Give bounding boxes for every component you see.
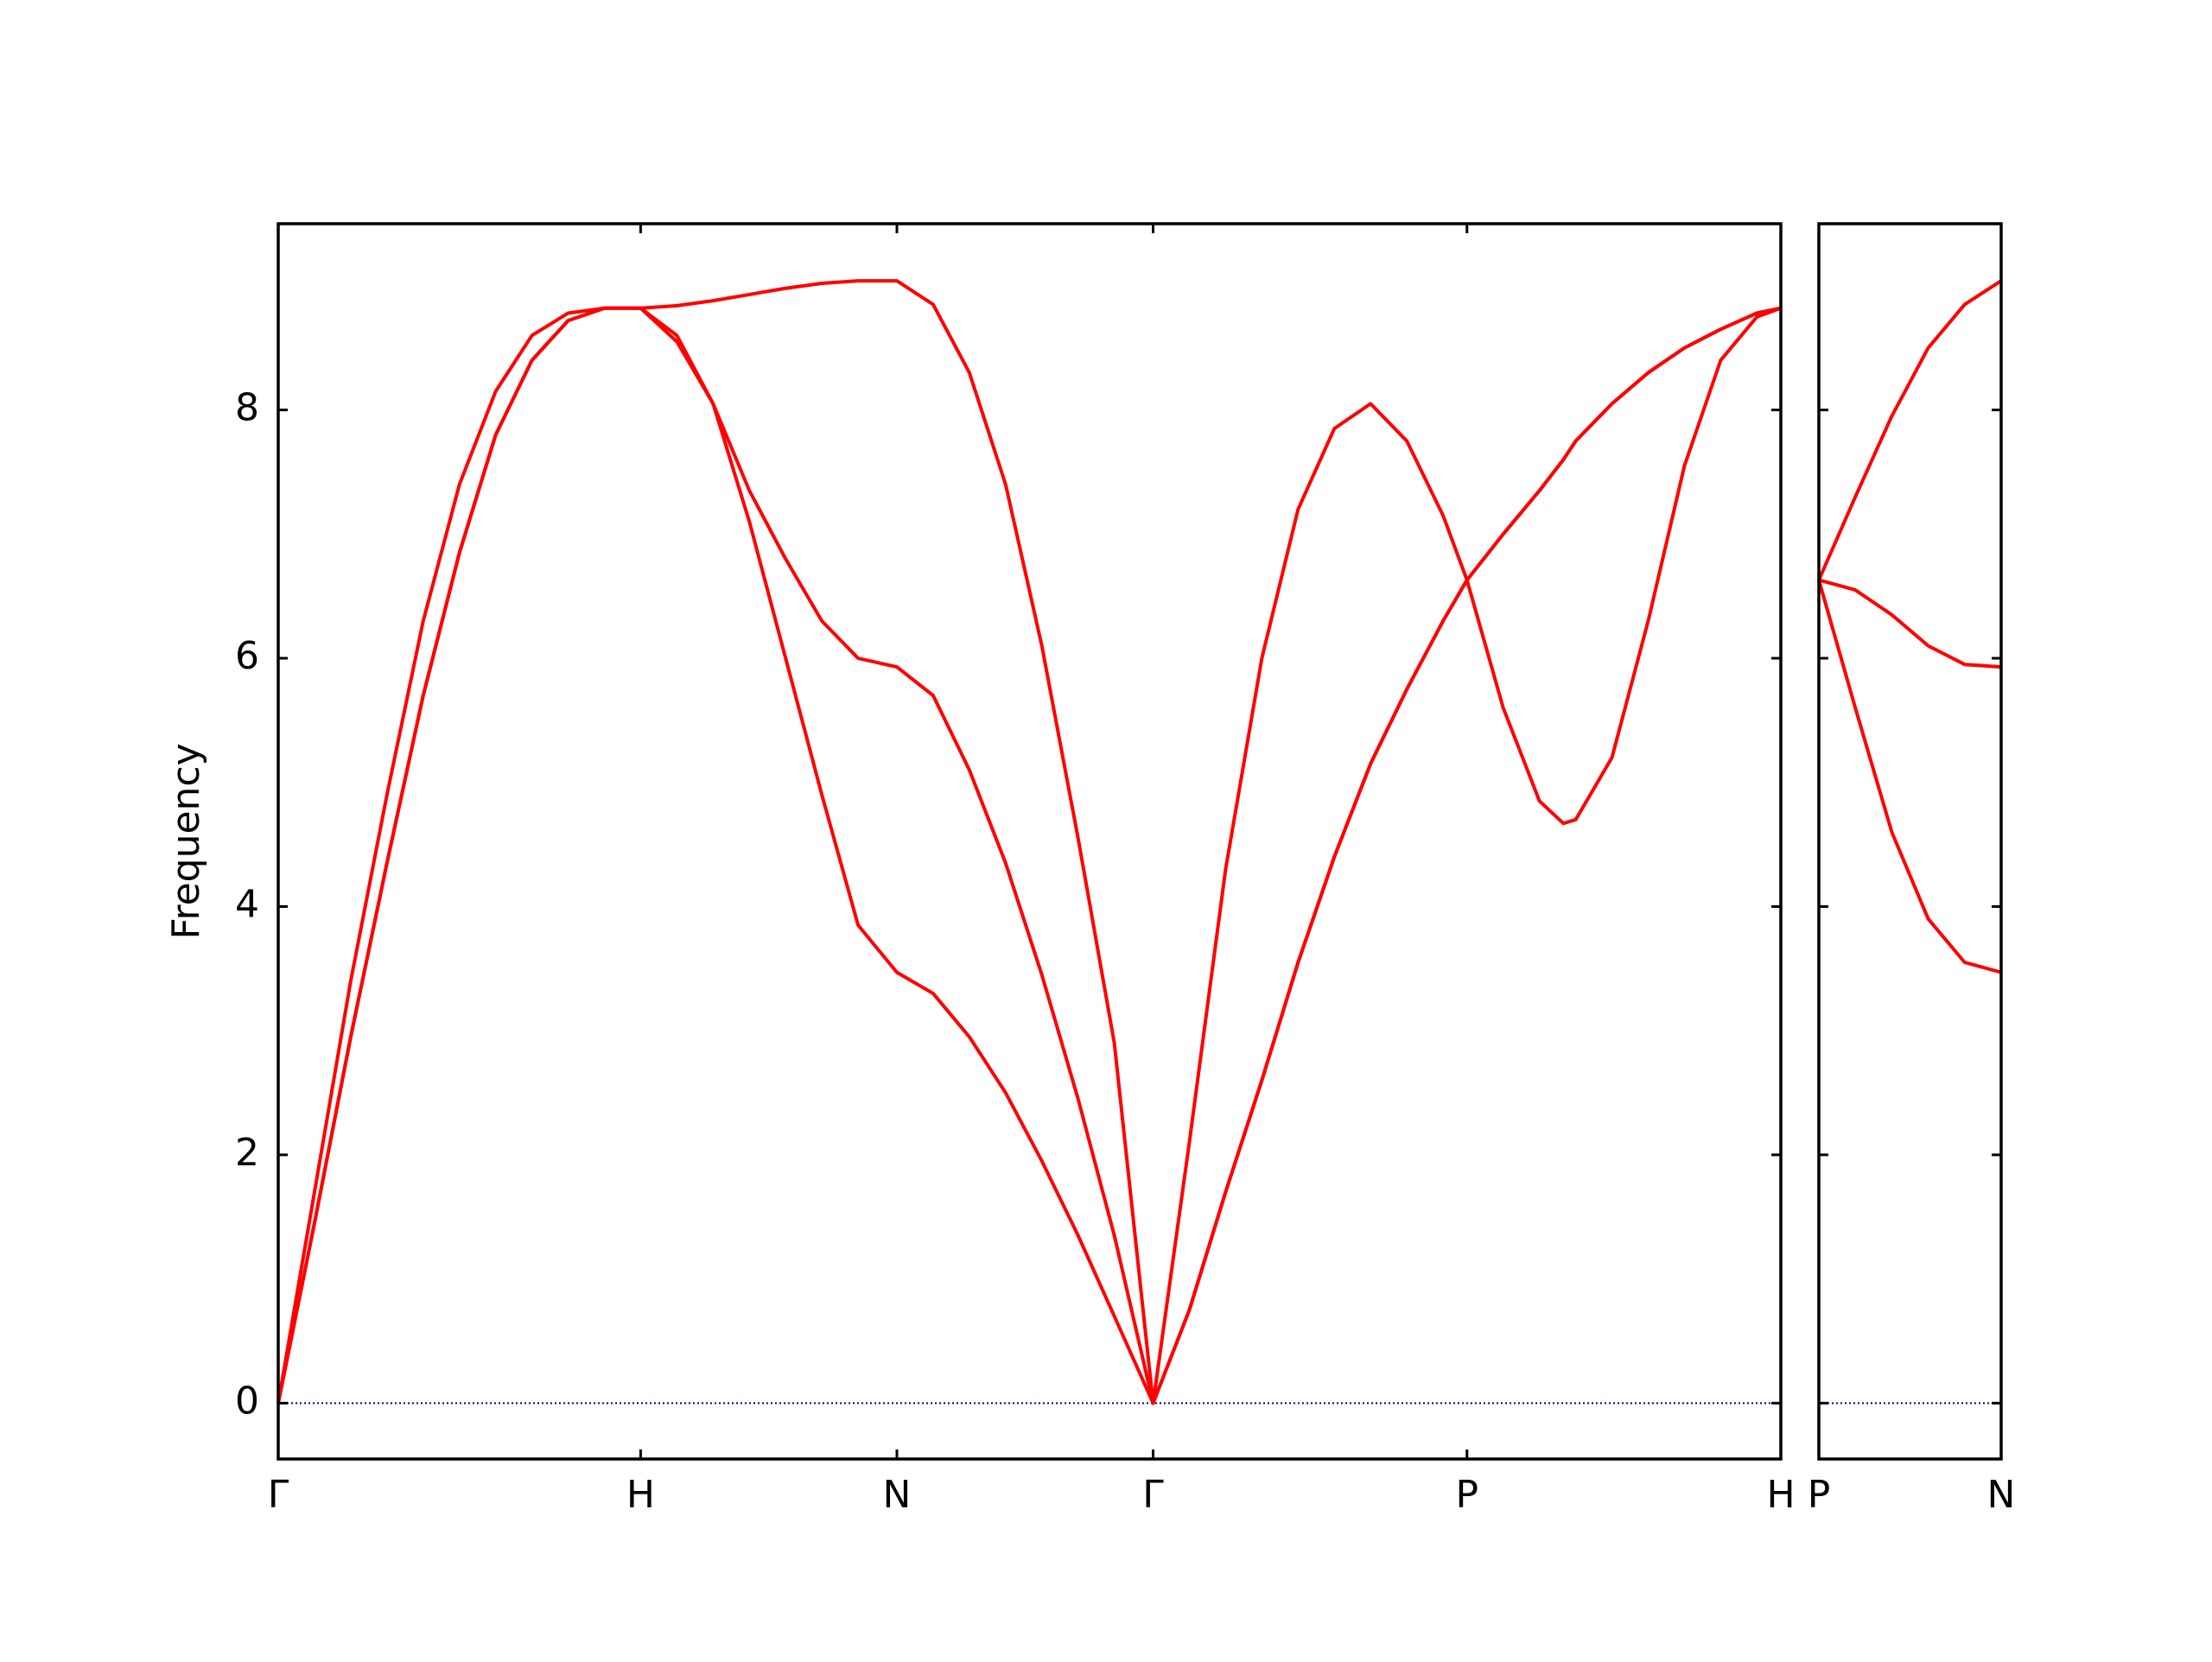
- x-tick-label: P: [1808, 1473, 1831, 1517]
- x-tick-label: H: [626, 1473, 655, 1517]
- y-tick-label: 8: [235, 386, 259, 430]
- x-tick-label: N: [1987, 1473, 2016, 1517]
- y-tick-label: 4: [235, 882, 259, 926]
- band-line: [1817, 279, 2003, 581]
- y-tick-label: 0: [235, 1379, 259, 1423]
- y-axis-label: Frequency: [164, 743, 208, 939]
- band-line: [1818, 578, 2002, 669]
- x-tick-label: Γ: [1142, 1473, 1164, 1517]
- axes-frame: [1817, 222, 2003, 1461]
- axes-frame: [276, 222, 1783, 1461]
- band-line: [1817, 579, 2002, 974]
- x-tick-label: H: [1766, 1473, 1795, 1517]
- x-tick-label: P: [1455, 1473, 1478, 1517]
- x-tick-label: N: [883, 1473, 912, 1517]
- band-line: [276, 279, 1782, 1405]
- y-tick-label: 2: [235, 1131, 259, 1175]
- y-tick-label: 6: [235, 634, 259, 678]
- x-tick-label: Γ: [268, 1473, 289, 1517]
